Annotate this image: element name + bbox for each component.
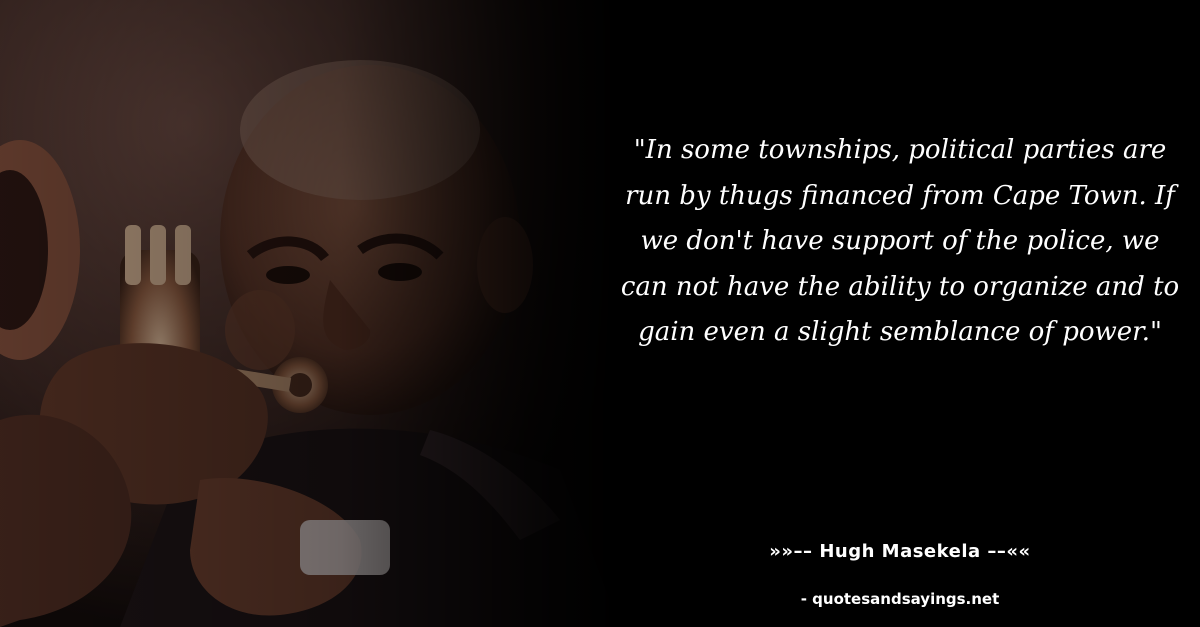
quote-author: »»–– Hugh Masekela ––«« (769, 541, 1031, 562)
trumpet-player-photo (0, 0, 620, 627)
quote-text: "In some townships, political parties ar… (620, 135, 1180, 347)
source-site: - quotesandsayings.net (800, 590, 1000, 608)
